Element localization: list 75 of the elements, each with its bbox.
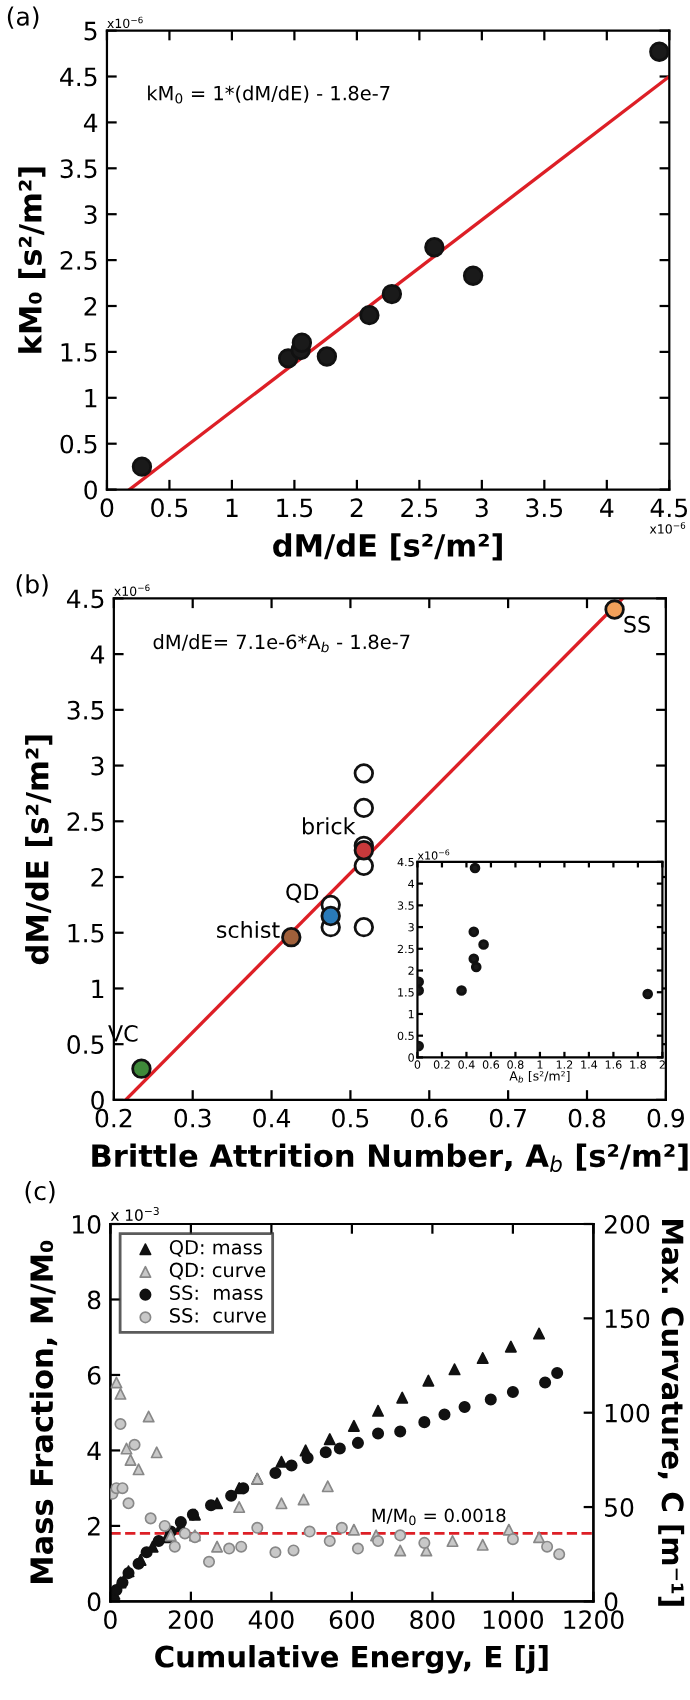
legend-label: QD: mass xyxy=(169,1239,262,1257)
x-tick-label: 2 xyxy=(350,498,363,517)
x-tick-label: 1000 xyxy=(483,1610,544,1630)
annotation: M/M$_{0}$ = 0.0018 xyxy=(372,1508,506,1526)
x-tick-label: 0.8 xyxy=(568,1108,606,1128)
y-tick-label: 2.5 xyxy=(60,251,97,270)
text: (b) xyxy=(16,574,48,597)
y-tick-label: 1 xyxy=(92,979,104,998)
x-tick-label: 0.7 xyxy=(489,1108,526,1128)
x-tick-label: 0.5 xyxy=(151,498,188,518)
x-tick-label: 200 xyxy=(168,1610,214,1630)
y-tick-label: 1.5 xyxy=(61,343,97,362)
y-tick-label: 5 xyxy=(84,21,97,41)
x-tick-label: 400 xyxy=(248,1610,294,1630)
x-tick-label: 1 xyxy=(226,498,238,517)
y-axis-title: Mass Fraction, M/M₀ xyxy=(29,1240,58,1583)
x-tick-label: 4.5 xyxy=(650,498,687,518)
y-tick-label: 2 xyxy=(84,296,97,316)
y-tick-label: 0 xyxy=(87,1592,101,1612)
y-tick-label: 1.5 xyxy=(68,924,104,943)
y2-tick-label: 100 xyxy=(605,1403,650,1423)
x-tick-label: 3 xyxy=(475,498,488,518)
y-tick-label: 3.5 xyxy=(60,159,97,179)
x-axis-title: dM/dE [s²/m²] xyxy=(273,533,502,561)
x-tick-label: 0.4 xyxy=(253,1108,291,1128)
x-tick-label: 1200 xyxy=(564,1610,624,1630)
y-tick-label: 4.5 xyxy=(60,67,97,87)
y2-tick-label: 50 xyxy=(605,1497,634,1517)
annotation: schist xyxy=(217,920,280,939)
y-tick-label: 8 xyxy=(87,1290,101,1310)
x-tick-label: 1.5 xyxy=(277,498,313,518)
annotation: QD xyxy=(286,883,319,903)
x-tick-label: 3.5 xyxy=(526,498,563,518)
y-tick-label: 4.5 xyxy=(66,589,104,609)
x-axis-title: Cumulative Energy, E [j] xyxy=(155,1645,548,1674)
text: (a) xyxy=(7,6,39,29)
x-tick-label: 600 xyxy=(329,1610,375,1630)
y-tick-label: 0.5 xyxy=(60,434,97,454)
y-tick-label: 0 xyxy=(91,1090,104,1110)
y-tick-label: 6 xyxy=(87,1365,101,1385)
y2-tick-label: 0 xyxy=(604,1592,618,1612)
x-axis-title: Brittle Attrition Number, A$_{b}$ [s²/m²] xyxy=(92,1143,688,1173)
y-axis-title: dM/dE [s²/m²] xyxy=(25,735,53,965)
y-tick-label: 4 xyxy=(90,645,105,664)
y-tick-label: 10 xyxy=(73,1214,101,1234)
x-tick-label: 4 xyxy=(600,498,614,517)
y-tick-label: 3 xyxy=(91,756,104,776)
y-tick-label: 3.5 xyxy=(67,700,104,720)
y-tick-label: 0.5 xyxy=(67,1035,104,1055)
x-tick-label: 0.9 xyxy=(647,1108,684,1128)
y-axis-title: kM₀ [s²/m²] xyxy=(18,167,46,353)
y-tick-label: 0 xyxy=(84,480,97,500)
y-tick-label: 2 xyxy=(87,1516,100,1536)
x-tick-label: 0.5 xyxy=(332,1108,369,1128)
x-tick-label: 0.3 xyxy=(174,1108,211,1128)
y-tick-label: 2 xyxy=(91,867,104,887)
annotation: brick xyxy=(303,817,356,835)
y-tick-label: 3 xyxy=(84,205,97,225)
annotation: SS xyxy=(624,615,650,633)
x-tick-label: 800 xyxy=(410,1610,455,1630)
y2-axis-title: Max. Curvature, C [m⁻¹] xyxy=(657,1219,685,1606)
annotation: dM/dE= 7.1e-6*A$_{b}$ - 1.8e-7 xyxy=(153,634,410,653)
x-tick-label: 0.6 xyxy=(411,1108,448,1128)
legend-label: QD: curve xyxy=(169,1262,266,1280)
y-tick-label: 4 xyxy=(83,113,98,132)
legend-label: SS: mass xyxy=(170,1285,263,1301)
y2-tick-label: 200 xyxy=(604,1214,650,1234)
y2-tick-label: 150 xyxy=(605,1309,650,1329)
y-tick-label: 1 xyxy=(85,389,97,408)
x-tick-label: 0.2 xyxy=(95,1108,132,1128)
legend-label: SS: curve xyxy=(170,1308,266,1323)
text: (c) xyxy=(25,1180,55,1204)
y-tick-label: 2.5 xyxy=(67,812,104,832)
annotation: kM$_{0}$ = 1*(dM/dE) - 1.8e-7 xyxy=(148,85,390,104)
y-tick-label: 4 xyxy=(87,1441,101,1460)
